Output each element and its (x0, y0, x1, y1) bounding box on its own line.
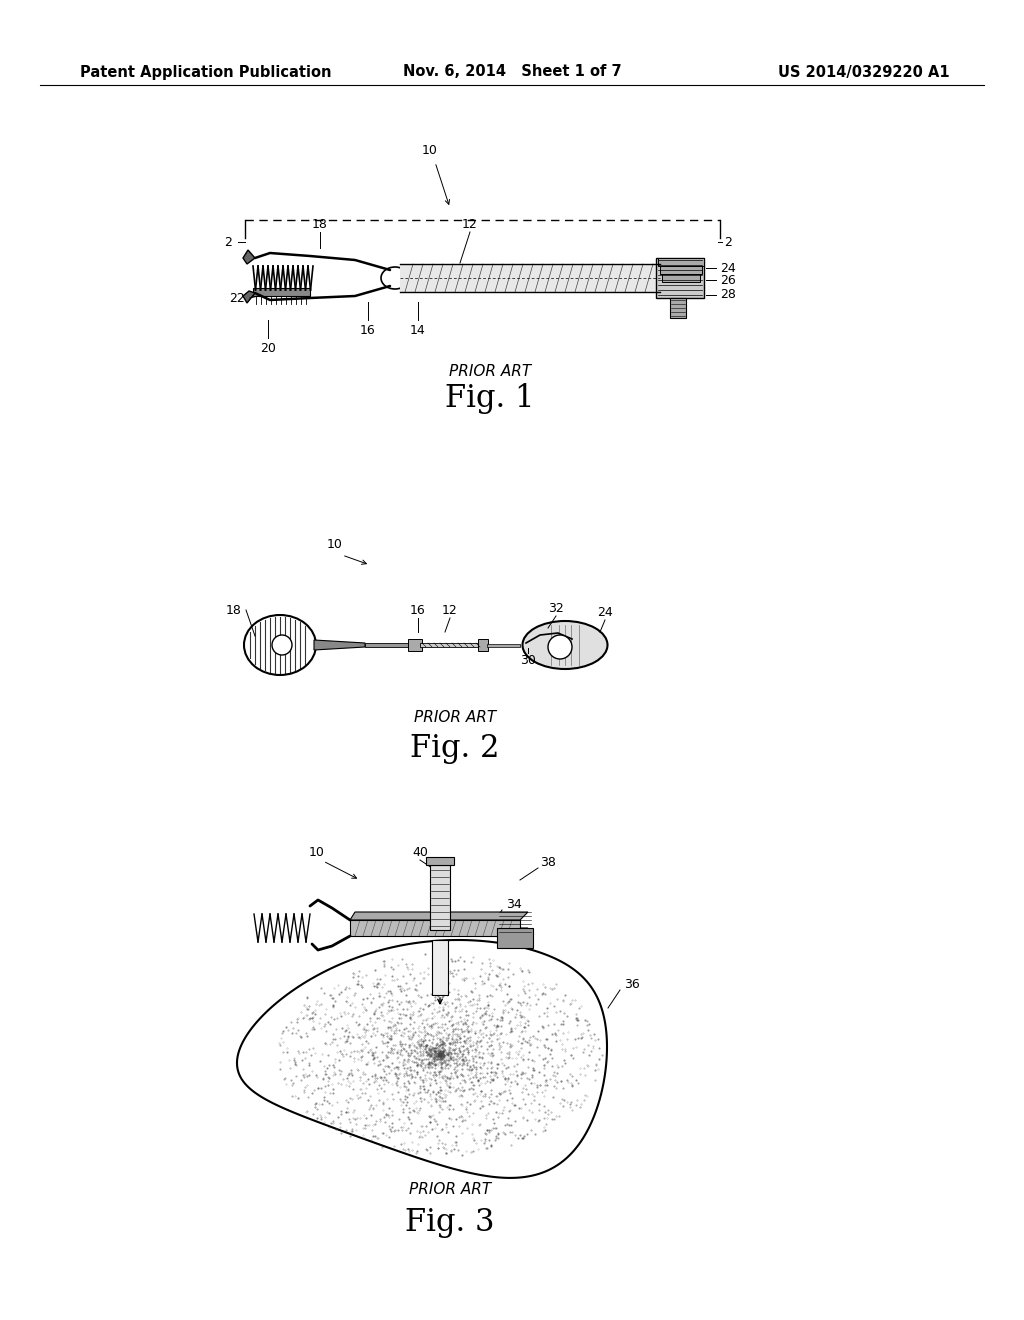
Polygon shape (237, 940, 607, 1177)
Bar (253, 288, 310, 296)
Text: PRIOR ART: PRIOR ART (449, 364, 531, 380)
Text: PRIOR ART: PRIOR ART (414, 710, 496, 726)
Polygon shape (426, 857, 454, 865)
Text: 16: 16 (411, 603, 426, 616)
Text: 24: 24 (597, 606, 613, 619)
Polygon shape (243, 249, 255, 264)
Bar (408, 639, 422, 651)
Polygon shape (350, 920, 520, 936)
Text: 20: 20 (260, 342, 275, 355)
Bar (656, 257, 705, 298)
Text: US 2014/0329220 A1: US 2014/0329220 A1 (778, 65, 950, 79)
Text: 14: 14 (411, 323, 426, 337)
Text: Fig. 2: Fig. 2 (411, 733, 500, 763)
Text: 18: 18 (312, 218, 328, 231)
Text: 30: 30 (520, 653, 536, 667)
Circle shape (272, 635, 292, 655)
Polygon shape (670, 298, 686, 318)
Ellipse shape (381, 267, 409, 289)
Text: 32: 32 (548, 602, 564, 615)
Text: Patent Application Publication: Patent Application Publication (80, 65, 332, 79)
Text: 26: 26 (720, 273, 736, 286)
Bar (660, 267, 702, 275)
Bar (478, 639, 488, 651)
Text: 12: 12 (462, 218, 478, 231)
Text: PRIOR ART: PRIOR ART (409, 1183, 492, 1197)
FancyBboxPatch shape (497, 928, 534, 948)
Text: Nov. 6, 2014   Sheet 1 of 7: Nov. 6, 2014 Sheet 1 of 7 (402, 65, 622, 79)
Polygon shape (314, 640, 365, 649)
Ellipse shape (522, 620, 607, 669)
Circle shape (548, 635, 572, 659)
Text: 10: 10 (422, 144, 438, 157)
Text: Fig. 3: Fig. 3 (406, 1206, 495, 1238)
Text: 40: 40 (412, 846, 428, 858)
Text: 10: 10 (309, 846, 325, 859)
Text: 2: 2 (224, 235, 232, 248)
Bar (662, 275, 700, 282)
Text: 16: 16 (360, 323, 376, 337)
Ellipse shape (244, 615, 316, 675)
Text: 10: 10 (327, 539, 343, 552)
Text: 28: 28 (720, 289, 736, 301)
Text: 18: 18 (226, 603, 242, 616)
Bar (658, 257, 705, 267)
Text: Fig. 1: Fig. 1 (445, 383, 535, 413)
FancyArrowPatch shape (438, 998, 442, 1003)
Text: 34: 34 (506, 899, 522, 912)
Text: 22: 22 (229, 292, 245, 305)
Text: 12: 12 (442, 603, 458, 616)
Circle shape (421, 269, 439, 286)
Text: 24: 24 (720, 261, 736, 275)
Text: 2: 2 (724, 235, 732, 248)
Text: 36: 36 (624, 978, 640, 991)
Polygon shape (350, 928, 528, 936)
Text: 38: 38 (540, 855, 556, 869)
Polygon shape (243, 290, 255, 304)
Polygon shape (350, 912, 528, 920)
